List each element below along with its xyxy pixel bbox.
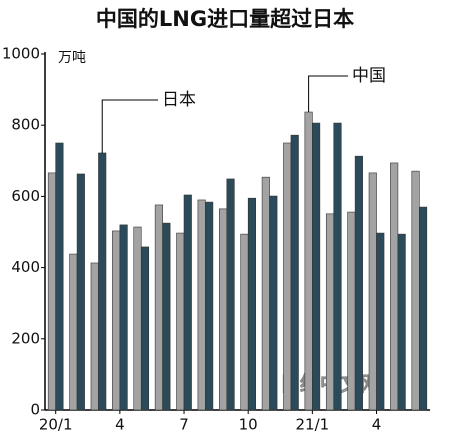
bar xyxy=(76,173,85,411)
bar xyxy=(368,172,377,411)
bar xyxy=(269,195,278,411)
bar xyxy=(112,230,121,411)
y-tick-label: 600 xyxy=(11,187,40,205)
bar xyxy=(376,232,385,411)
bar xyxy=(354,155,363,411)
bar xyxy=(283,142,292,411)
bar xyxy=(197,199,206,411)
y-tick-label: 1000 xyxy=(2,45,40,63)
bar xyxy=(419,206,428,411)
bar xyxy=(325,213,335,411)
y-tick-label: 800 xyxy=(11,116,40,134)
bar xyxy=(333,122,342,411)
x-tick-label: 10 xyxy=(239,416,258,434)
bar xyxy=(411,170,420,411)
callout-line xyxy=(308,75,348,113)
bar xyxy=(240,233,249,411)
y-tick-label: 0 xyxy=(30,401,40,419)
bar xyxy=(390,162,399,411)
x-tick-label: 4 xyxy=(372,416,382,434)
bar xyxy=(183,194,192,411)
legend-label: 中国 xyxy=(352,66,386,86)
x-tick-label: 4 xyxy=(115,416,125,434)
bar xyxy=(219,208,228,411)
bar xyxy=(226,178,235,411)
chart-title: 中国的LNG进口量超过日本 xyxy=(96,7,354,31)
bar xyxy=(347,211,356,411)
bar xyxy=(55,142,64,411)
y-tick-label: 400 xyxy=(11,258,40,276)
bar xyxy=(133,226,142,411)
bar xyxy=(261,176,270,411)
bar xyxy=(304,111,313,411)
bar xyxy=(90,262,99,411)
bar xyxy=(162,222,171,411)
x-tick-label: 7 xyxy=(179,416,189,434)
bar xyxy=(312,122,321,411)
x-tick-label: 21/1 xyxy=(296,416,330,434)
bar xyxy=(47,172,56,411)
bar xyxy=(176,232,185,411)
callout-line xyxy=(101,99,158,153)
legend-label: 日本 xyxy=(162,90,196,110)
bar xyxy=(154,204,163,411)
x-tick-label: 20/1 xyxy=(39,416,73,434)
bar xyxy=(69,253,78,411)
bar xyxy=(247,197,256,411)
unit-label: 万吨 xyxy=(58,50,86,66)
bar xyxy=(290,134,299,411)
y-tick-label: 200 xyxy=(11,329,40,347)
bar xyxy=(140,246,150,411)
bar xyxy=(119,224,128,411)
bar xyxy=(98,152,107,411)
bar xyxy=(205,201,214,411)
bar xyxy=(397,233,406,411)
